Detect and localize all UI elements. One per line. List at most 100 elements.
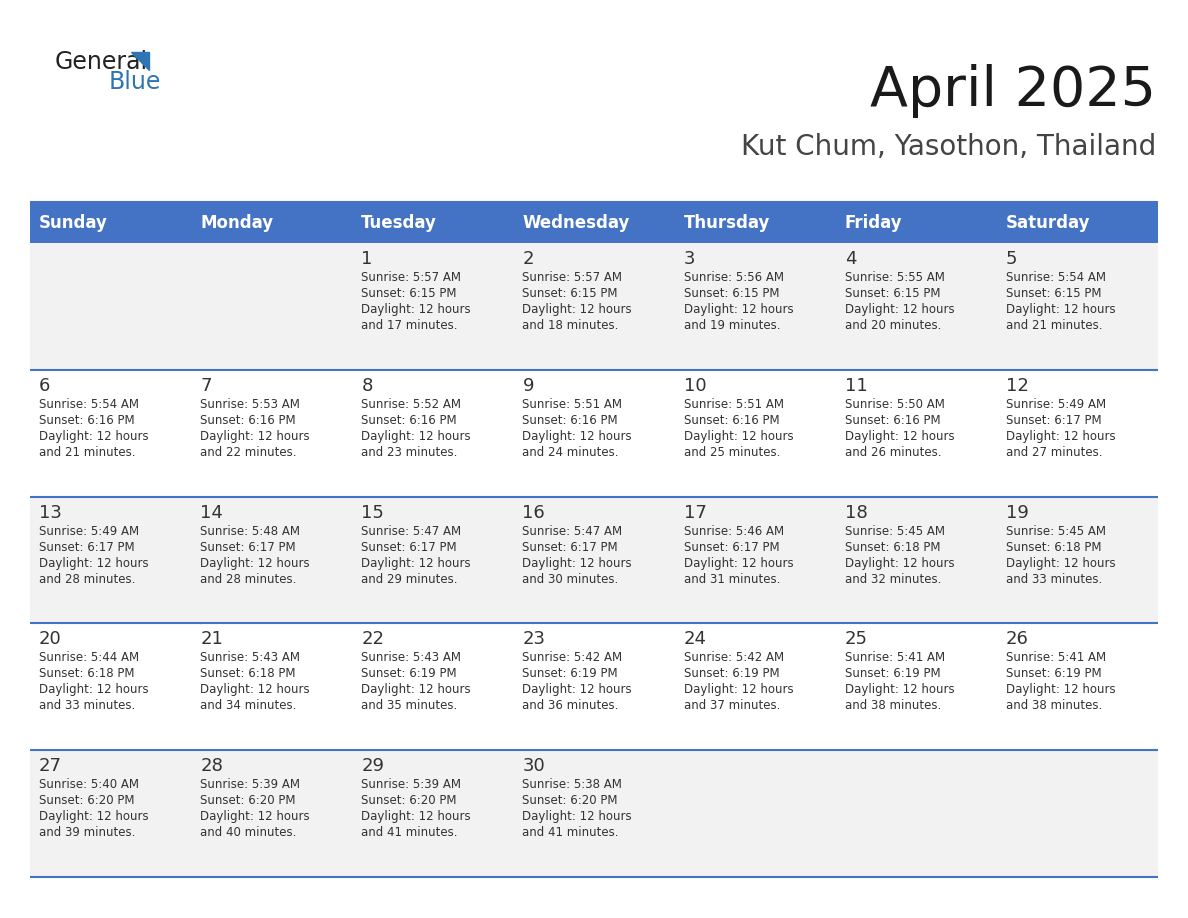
Text: 17: 17 (683, 504, 707, 521)
Text: and 33 minutes.: and 33 minutes. (39, 700, 135, 712)
Text: 10: 10 (683, 377, 706, 395)
Text: Sunset: 6:17 PM: Sunset: 6:17 PM (361, 541, 457, 554)
Bar (997, 370, 1158, 497)
Bar (30, 750, 191, 877)
Bar (353, 497, 513, 623)
Text: Sunrise: 5:44 AM: Sunrise: 5:44 AM (39, 652, 139, 665)
Text: Blue: Blue (109, 71, 162, 95)
Text: Daylight: 12 hours: Daylight: 12 hours (361, 810, 470, 823)
Text: Sunrise: 5:49 AM: Sunrise: 5:49 AM (39, 525, 139, 538)
Text: Sunset: 6:18 PM: Sunset: 6:18 PM (845, 541, 940, 554)
Bar (675, 243, 835, 370)
Bar (513, 750, 675, 877)
Text: Sunrise: 5:52 AM: Sunrise: 5:52 AM (361, 398, 461, 411)
Text: Daylight: 12 hours: Daylight: 12 hours (361, 303, 470, 317)
Text: Daylight: 12 hours: Daylight: 12 hours (683, 683, 794, 697)
Text: Sunset: 6:17 PM: Sunset: 6:17 PM (39, 541, 134, 554)
Text: 13: 13 (39, 504, 62, 521)
Text: and 29 minutes.: and 29 minutes. (361, 573, 457, 586)
Text: Daylight: 12 hours: Daylight: 12 hours (523, 303, 632, 317)
Bar (353, 370, 513, 497)
Text: General: General (55, 50, 148, 74)
Text: and 17 minutes.: and 17 minutes. (361, 319, 457, 332)
Bar (30, 370, 191, 497)
Text: 4: 4 (845, 251, 857, 268)
Text: 18: 18 (845, 504, 867, 521)
Text: Sunrise: 5:45 AM: Sunrise: 5:45 AM (1006, 525, 1106, 538)
Text: 21: 21 (200, 631, 223, 648)
Text: Sunrise: 5:43 AM: Sunrise: 5:43 AM (361, 652, 461, 665)
Text: Wednesday: Wednesday (523, 214, 630, 231)
Text: Daylight: 12 hours: Daylight: 12 hours (845, 683, 954, 697)
Bar (191, 497, 353, 623)
Bar (835, 202, 997, 243)
Text: Kut Chum, Yasothon, Thailand: Kut Chum, Yasothon, Thailand (741, 133, 1156, 162)
Text: Daylight: 12 hours: Daylight: 12 hours (845, 556, 954, 570)
Text: Sunset: 6:15 PM: Sunset: 6:15 PM (1006, 287, 1101, 300)
Text: Sunset: 6:16 PM: Sunset: 6:16 PM (845, 414, 941, 427)
Text: Sunset: 6:19 PM: Sunset: 6:19 PM (683, 667, 779, 680)
Text: 27: 27 (39, 757, 62, 775)
Text: Sunrise: 5:40 AM: Sunrise: 5:40 AM (39, 778, 139, 791)
Text: and 38 minutes.: and 38 minutes. (1006, 700, 1102, 712)
Text: Sunrise: 5:47 AM: Sunrise: 5:47 AM (523, 525, 623, 538)
Text: and 19 minutes.: and 19 minutes. (683, 319, 781, 332)
Text: and 22 minutes.: and 22 minutes. (200, 446, 297, 459)
Text: Sunrise: 5:49 AM: Sunrise: 5:49 AM (1006, 398, 1106, 411)
Bar (835, 243, 997, 370)
Text: Sunset: 6:18 PM: Sunset: 6:18 PM (1006, 541, 1101, 554)
Text: Sunset: 6:20 PM: Sunset: 6:20 PM (523, 794, 618, 807)
Text: 22: 22 (361, 631, 384, 648)
Text: Sunset: 6:15 PM: Sunset: 6:15 PM (523, 287, 618, 300)
Text: April 2025: April 2025 (870, 64, 1156, 118)
Text: Sunset: 6:16 PM: Sunset: 6:16 PM (523, 414, 618, 427)
Text: Sunset: 6:17 PM: Sunset: 6:17 PM (1006, 414, 1101, 427)
Text: Monday: Monday (200, 214, 273, 231)
Text: Daylight: 12 hours: Daylight: 12 hours (361, 683, 470, 697)
Text: 28: 28 (200, 757, 223, 775)
Bar (513, 243, 675, 370)
Text: Sunrise: 5:53 AM: Sunrise: 5:53 AM (200, 398, 301, 411)
Bar (513, 497, 675, 623)
Text: Daylight: 12 hours: Daylight: 12 hours (39, 430, 148, 443)
Bar (835, 623, 997, 750)
Bar (675, 370, 835, 497)
Text: Sunrise: 5:50 AM: Sunrise: 5:50 AM (845, 398, 944, 411)
Text: and 27 minutes.: and 27 minutes. (1006, 446, 1102, 459)
Text: Sunrise: 5:51 AM: Sunrise: 5:51 AM (523, 398, 623, 411)
Text: Daylight: 12 hours: Daylight: 12 hours (845, 430, 954, 443)
Text: 2: 2 (523, 251, 533, 268)
Text: 3: 3 (683, 251, 695, 268)
Text: Sunrise: 5:51 AM: Sunrise: 5:51 AM (683, 398, 784, 411)
Text: Daylight: 12 hours: Daylight: 12 hours (1006, 430, 1116, 443)
Bar (353, 750, 513, 877)
Bar (675, 623, 835, 750)
Text: Sunrise: 5:43 AM: Sunrise: 5:43 AM (200, 652, 301, 665)
Text: Sunset: 6:16 PM: Sunset: 6:16 PM (39, 414, 134, 427)
Bar (997, 623, 1158, 750)
Text: and 21 minutes.: and 21 minutes. (39, 446, 135, 459)
Text: and 24 minutes.: and 24 minutes. (523, 446, 619, 459)
Text: Thursday: Thursday (683, 214, 770, 231)
Text: Sunset: 6:18 PM: Sunset: 6:18 PM (39, 667, 134, 680)
Text: Daylight: 12 hours: Daylight: 12 hours (845, 303, 954, 317)
Text: Daylight: 12 hours: Daylight: 12 hours (683, 303, 794, 317)
Bar (513, 370, 675, 497)
Bar (30, 497, 191, 623)
Text: Sunset: 6:17 PM: Sunset: 6:17 PM (683, 541, 779, 554)
Text: Sunrise: 5:39 AM: Sunrise: 5:39 AM (200, 778, 301, 791)
Text: 12: 12 (1006, 377, 1029, 395)
Text: 14: 14 (200, 504, 223, 521)
Text: 5: 5 (1006, 251, 1017, 268)
Text: Daylight: 12 hours: Daylight: 12 hours (200, 810, 310, 823)
Bar (997, 202, 1158, 243)
Text: Friday: Friday (845, 214, 903, 231)
Text: and 34 minutes.: and 34 minutes. (200, 700, 297, 712)
Text: Sunset: 6:19 PM: Sunset: 6:19 PM (361, 667, 457, 680)
Text: Sunrise: 5:54 AM: Sunrise: 5:54 AM (1006, 272, 1106, 285)
Text: and 20 minutes.: and 20 minutes. (845, 319, 941, 332)
Text: 20: 20 (39, 631, 62, 648)
Text: Sunrise: 5:45 AM: Sunrise: 5:45 AM (845, 525, 944, 538)
Bar (353, 243, 513, 370)
Text: Sunset: 6:18 PM: Sunset: 6:18 PM (200, 667, 296, 680)
